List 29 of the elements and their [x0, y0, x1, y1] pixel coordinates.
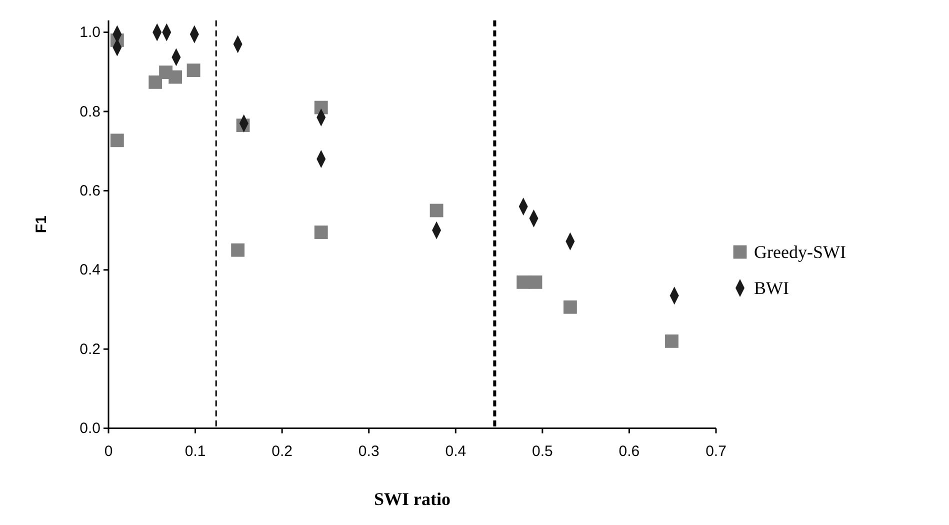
point	[148, 75, 162, 89]
point	[430, 204, 444, 218]
point	[528, 275, 542, 289]
x-tick-label: 0	[104, 442, 113, 460]
point	[168, 70, 182, 84]
point	[665, 334, 678, 348]
legend-label: BWI	[754, 278, 789, 298]
x-tick-label: 0.7	[706, 442, 726, 460]
y-tick-label: 0.2	[80, 340, 100, 358]
y-tick-label: 0.4	[80, 262, 100, 279]
x-tick-label: 0.6	[618, 442, 640, 460]
x-tick-label: 0.2	[272, 442, 292, 460]
point	[563, 300, 577, 314]
y-tick-label: 0.8	[80, 103, 100, 120]
y-axis-title: F1	[33, 216, 50, 234]
y-tick-label: 1.0	[80, 24, 100, 42]
y-tick-label: 0.0	[80, 420, 100, 438]
legend-label: Greedy-SWI	[754, 242, 846, 262]
x-tick-label: 0.4	[445, 442, 466, 460]
x-tick-label: 0.5	[532, 442, 553, 460]
x-tick-label: 0.3	[358, 442, 380, 460]
point	[186, 64, 200, 78]
point	[110, 134, 124, 148]
point	[516, 275, 530, 289]
x-tick-label: 0.1	[184, 442, 206, 460]
point	[314, 226, 328, 239]
y-tick-label: 0.6	[80, 182, 100, 200]
x-axis-title: SWI ratio	[374, 489, 450, 509]
point	[231, 243, 245, 257]
